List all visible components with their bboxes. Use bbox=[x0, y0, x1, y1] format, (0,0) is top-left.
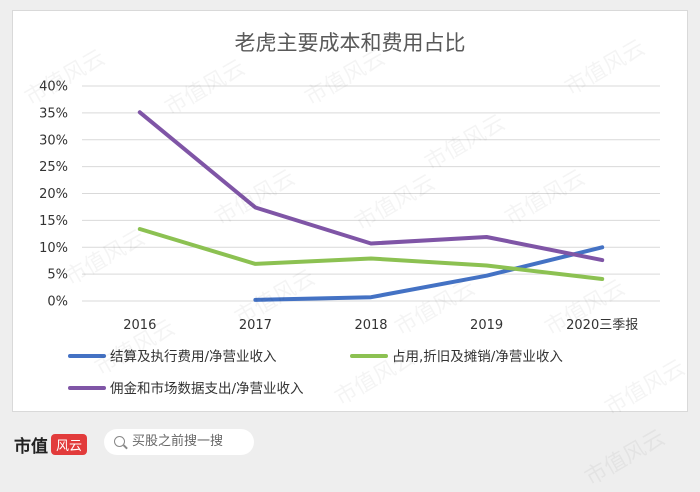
chart-title: 老虎主要成本和费用占比 bbox=[235, 31, 466, 55]
y-tick-label: 30% bbox=[39, 133, 68, 148]
x-tick-label: 2019 bbox=[470, 318, 503, 333]
legend-label: 结算及执行费用/净营业收入 bbox=[110, 349, 277, 365]
x-axis-ticks: 2016 2017 2018 2019 2020三季报 bbox=[123, 318, 638, 333]
y-tick-label: 0% bbox=[47, 295, 68, 310]
legend: 结算及执行费用/净营业收入 占用,折旧及摊销/净营业收入佣金和市场数据支出/净营业… bbox=[68, 349, 563, 397]
y-tick-label: 5% bbox=[47, 268, 68, 283]
search-input[interactable]: 买股之前搜一搜 bbox=[104, 429, 254, 455]
grid-lines bbox=[82, 85, 660, 302]
x-tick-label: 2017 bbox=[239, 318, 272, 333]
legend-label: 占用,折旧及摊销/净营业收入 bbox=[392, 349, 563, 365]
x-tick-label: 2018 bbox=[354, 318, 387, 333]
y-tick-label: 40% bbox=[39, 80, 68, 95]
y-tick-label: 20% bbox=[39, 187, 68, 202]
brand-text: 市值 bbox=[14, 437, 48, 457]
series-line-2 bbox=[137, 227, 605, 281]
y-tick-label: 10% bbox=[39, 241, 68, 256]
series-lines bbox=[137, 110, 605, 302]
search-placeholder: 买股之前搜一搜 bbox=[132, 434, 224, 449]
x-tick-label: 2016 bbox=[123, 318, 156, 333]
legend-label: 佣金和市场数据支出/净营业收入 bbox=[110, 380, 304, 397]
series-line-3 bbox=[137, 110, 605, 263]
chart-frame bbox=[12, 10, 688, 412]
y-axis-ticks: 0% 5% 10% 15% 20% 25% 30% 35% 40% bbox=[39, 80, 68, 310]
series-line-1 bbox=[253, 245, 605, 302]
brand-badge: 风云 bbox=[51, 434, 88, 455]
y-tick-label: 15% bbox=[39, 214, 68, 229]
search-icon bbox=[114, 436, 125, 447]
line-chart: 老虎主要成本和费用占比 0% 5% 10% 15% 20% 25% 30% 35% 40% 20… bbox=[39, 31, 660, 397]
footer-bar: 市值 风云 买股之前搜一搜 bbox=[0, 420, 700, 466]
brand-logo[interactable]: 市值 风云 bbox=[14, 432, 88, 457]
y-tick-label: 35% bbox=[39, 106, 68, 121]
x-tick-label: 2020三季报 bbox=[566, 318, 638, 333]
y-tick-label: 25% bbox=[39, 160, 68, 175]
